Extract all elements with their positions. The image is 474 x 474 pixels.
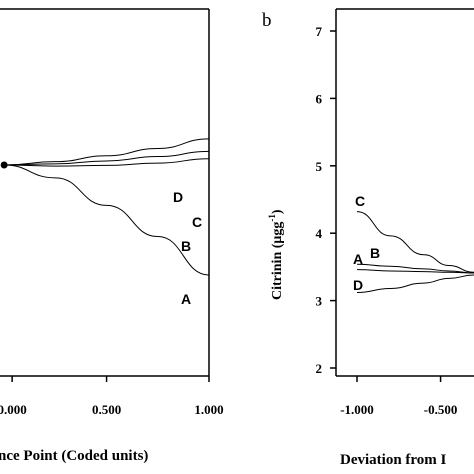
panel-b-letter: b — [262, 10, 272, 31]
panel-b-curve-a — [356, 269, 474, 274]
panel-b-x-ticks: -1.000 -0.500 — [340, 376, 457, 417]
panel-a-x-tick-label-2: 1.000 — [194, 402, 223, 417]
panel-a: 0.000 0.500 1.000 A BCD nce Point (Coded un… — [0, 8, 224, 464]
panel-b-y-axis-title-main: Citrinin (μgg — [270, 222, 285, 300]
curve-label-d: D — [173, 189, 183, 205]
curve-label-b: B — [181, 238, 191, 254]
panel-b-curve-label-d: D — [353, 277, 363, 293]
curve-c — [4, 150, 210, 166]
panel-b-curve-label-c: C — [355, 193, 365, 209]
panel-b-y-axis-title-close: ) — [270, 209, 285, 214]
curve-d — [4, 138, 210, 166]
curve-label-a: A — [181, 291, 191, 307]
panel-b-curve-b — [356, 263, 474, 274]
panel-b-curve-label-b: B — [370, 245, 380, 261]
panel-b-y-tick-label-3: 5 — [316, 159, 323, 174]
panel-b-curve-labels: C A BD — [353, 193, 380, 293]
panel-b-y-axis-title-sup: -1 — [267, 214, 277, 222]
panel-a-x-axis-title: nce Point (Coded units) — [0, 448, 148, 464]
panel-a-x-tick-label-1: 0.500 — [92, 402, 121, 417]
panel-a-curve-labels: A BCD — [173, 189, 202, 307]
panel-a-curves — [4, 138, 210, 276]
panel-b-y-ticks: 2 3 4 5 6 7 — [316, 24, 336, 376]
panel-b: b 2 3 4 5 6 7 -1.000 -0.500 C A BD Citrinin (μgg… — [262, 8, 474, 468]
reference-point-marker — [0, 161, 8, 169]
panel-b-curves — [356, 211, 474, 294]
panel-b-x-tick-label-1: -0.500 — [424, 402, 458, 417]
curve-b — [4, 158, 210, 167]
panel-a-x-ticks: 0.000 0.500 1.000 — [0, 376, 224, 417]
curve-a — [4, 164, 210, 276]
panel-b-y-tick-label-0: 2 — [316, 361, 323, 376]
panel-b-y-tick-label-1: 3 — [316, 294, 323, 309]
panel-a-x-tick-label-0: 0.000 — [0, 402, 27, 417]
curve-label-c: C — [192, 214, 202, 230]
panel-b-y-tick-label-2: 4 — [316, 226, 323, 241]
panel-b-curve-c — [356, 211, 474, 273]
panel-b-curve-d — [356, 274, 474, 294]
panel-b-y-axis-title: Citrinin (μgg-1) — [267, 209, 285, 300]
panel-b-x-axis-title: Deviation from I — [340, 452, 447, 468]
panel-b-y-tick-label-5: 7 — [316, 24, 323, 39]
panel-b-x-tick-label-0: -1.000 — [340, 402, 374, 417]
panel-b-curve-label-a: A — [353, 251, 363, 267]
panel-b-y-tick-label-4: 6 — [316, 91, 323, 106]
